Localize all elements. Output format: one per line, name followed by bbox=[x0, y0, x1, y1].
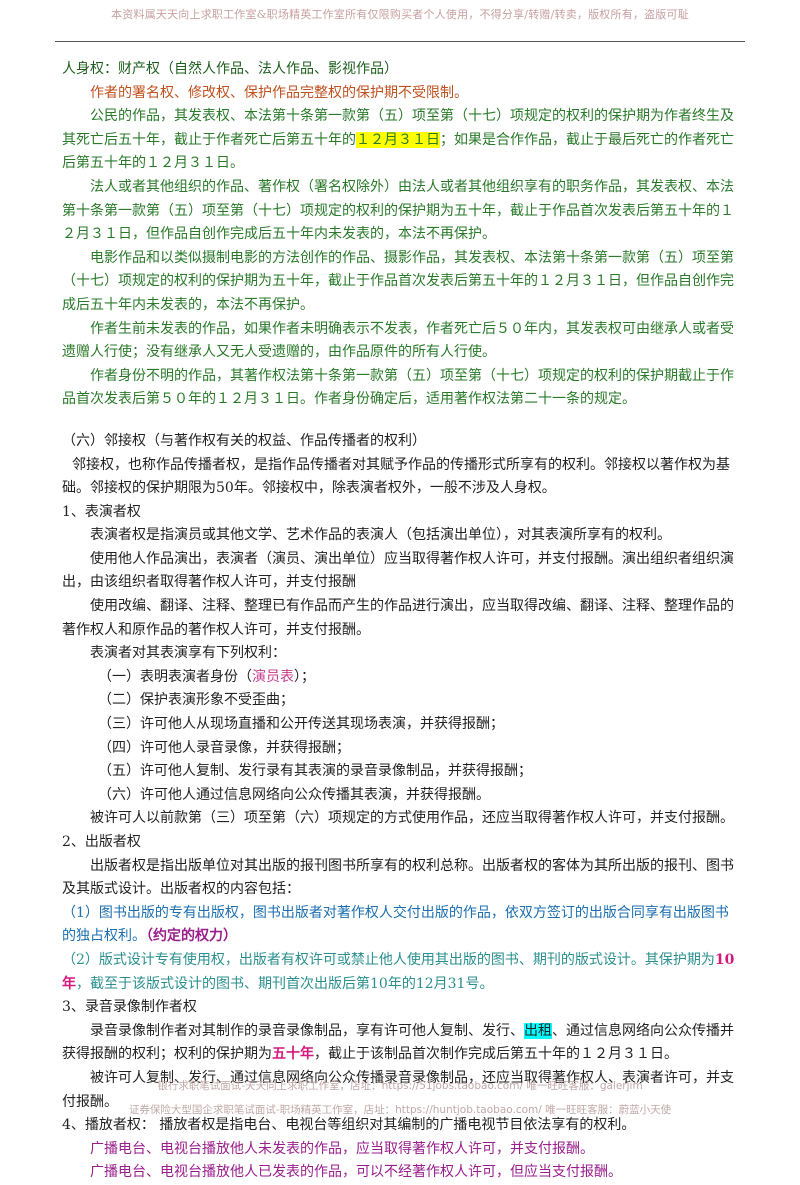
list-item: （二）保护表演形象不受歪曲； bbox=[98, 692, 294, 709]
paragraph: 表演者权是指演员或其他文学、艺术作品的表演人（包括演出单位），对其表演所享有的权… bbox=[90, 527, 671, 544]
paragraph: 作者身份不明的作品，其著作权法第十条第一款第（五）项至第（十七）项规定的权利的保… bbox=[62, 367, 734, 408]
text-run: 10年 bbox=[62, 951, 735, 992]
paragraph: 广播电台、电视台播放他人已发表的作品，可以不经著作权人许可，但应当支付报酬。 bbox=[90, 1164, 622, 1181]
text-run: 、通过信息网络向公众传播并获得报酬的权利；权利的保护期为 bbox=[62, 1022, 734, 1063]
text-run: （2）版式设计专有使用权，出版者有权许可或禁止他人使用其出版的图书、期刊的版式设… bbox=[62, 951, 715, 968]
paragraph: 法人或者其他组织的作品、著作权（署名权除外）由法人或者其他组织享有的职务作品，其… bbox=[62, 178, 734, 243]
list-item: （三）许可他人从现场直播和公开传送其现场表演，并获得报酬； bbox=[98, 716, 504, 733]
list-item: （六）许可他人通过信息网络向公众传播其表演，并获得报酬。 bbox=[98, 786, 490, 803]
paragraph: 作者的署名权、修改权、保护作品完整权的保护期不受限制。 bbox=[90, 84, 468, 101]
text-run: ）； bbox=[294, 668, 315, 685]
text-run: （一）表明表演者身份（ bbox=[98, 668, 252, 685]
text-run: ，截止于该制品首次制作完成后第五十年的１２月３１日。 bbox=[314, 1046, 678, 1063]
paragraph: 被许可人复制、发行、通过信息网络向公众传播录音录像制品，还应当取得著作权人、表演… bbox=[62, 1069, 734, 1110]
paragraph: 广播电台、电视台播放他人未发表的作品，应当取得著作权人许可，并支付报酬。 bbox=[90, 1140, 594, 1157]
paragraph: 公民的作品，其发表权、本法第十条第一款第（五）项至第（十七）项规定的权利的保护期… bbox=[62, 105, 742, 176]
header-divider bbox=[55, 41, 745, 42]
text-run: 公民的作品，其发表权、本法第十条第一款第（五）项至第（十七）项规定的权利的保护期… bbox=[62, 108, 734, 148]
paragraph: 表演者对其表演享有下列权利： bbox=[90, 645, 286, 662]
paragraph: 使用改编、翻译、注释、整理已有作品而产生的作品进行演出，应当取得改编、翻译、注释… bbox=[62, 598, 734, 638]
text-run: 录音录像制作者对其制作的录音录像制品，享有许可他人复制、发行、 bbox=[90, 1022, 524, 1039]
highlighted-date: １２月３１日 bbox=[356, 131, 440, 148]
text-run: （1）图书出版的专有出版权，图书出版者对著作权人交付出版的作品，依双方签订的出版… bbox=[62, 904, 729, 945]
text-run: ，截至于该版式设计的图书、期刊首次出版后第10年的12月31号。 bbox=[76, 975, 494, 992]
paragraph: 录音录像制作者对其制作的录音录像制品，享有许可他人复制、发行、出租、通过信息网络… bbox=[62, 1020, 742, 1067]
footer-line-1: 银行求职笔试面试-天天向上求职工作室，店址：https://51jobs.tao… bbox=[157, 1080, 643, 1092]
paragraph: 人身权：财产权（自然人作品、法人作品、影视作品） bbox=[62, 61, 398, 77]
section-heading: （六）邻接权（与著作权有关的权益、作品传播者的权利） bbox=[62, 432, 426, 449]
page-header-notice: 本资料属天天向上求职工作室&职场精英工作室所有仅限购买者个人使用，不得分享/转赠… bbox=[111, 8, 689, 21]
document-body: 人身权：财产权（自然人作品、法人作品、影视作品） 作者的署名权、修改权、保护作品… bbox=[62, 58, 742, 1185]
highlighted-term: 出租 bbox=[524, 1022, 552, 1039]
list-item: （四）许可他人录音录像，并获得报酬； bbox=[98, 739, 350, 756]
section-heading: 2、出版者权 bbox=[62, 834, 141, 850]
paragraph: 使用他人作品演出，表演者（演员、演出单位）应当取得著作权人许可，并支付报酬。演出… bbox=[62, 550, 734, 591]
paragraph: 邻接权，也称作品传播者权，是指作品传播者对其赋予作品的传播形式所享有的权利。邻接… bbox=[62, 456, 730, 497]
section-heading: 3、录音录像制作者权 bbox=[62, 999, 197, 1016]
text-run: （约定的权力） bbox=[146, 928, 237, 945]
paragraph: （2）版式设计专有使用权，出版者有权许可或禁止他人使用其出版的图书、期刊的版式设… bbox=[62, 949, 742, 996]
paragraph: 电影作品和以类似摄制电影的方法创作的作品、摄影作品，其发表权、本法第十条第一款第… bbox=[62, 249, 734, 313]
spacer bbox=[62, 412, 742, 430]
section-heading: 4、播放者权： 播放者权是指电台、电视台等组织对其编制的广播电视节目依法享有的权… bbox=[62, 1117, 636, 1134]
text-run: ；如果是合作作品，截止于最后死亡的作者死亡后第五十年的１２月３１日。 bbox=[62, 131, 734, 172]
list-item: （一）表明表演者身份（演员表）； bbox=[62, 666, 742, 690]
paragraph: 被许可人以前款第（三）项至第（六）项规定的方式使用作品，还应当取得著作权人许可，… bbox=[90, 810, 734, 827]
footer-line-2: 证券保险大型国企求职笔试面试-职场精英工作室，店址：https://huntjo… bbox=[128, 1104, 672, 1116]
list-item: （五）许可他人复制、发行录有其表演的录音录像制品，并获得报酬； bbox=[98, 763, 532, 780]
text-run: 五十年 bbox=[272, 1046, 314, 1063]
text-run: 演员表 bbox=[252, 668, 294, 685]
paragraph: 作者生前未发表的作品，如果作者未明确表示不发表，作者死亡后５０年内，其发表权可由… bbox=[62, 320, 734, 361]
paragraph: 出版者权是指出版单位对其出版的报刊图书所享有的权利总称。出版者权的客体为其所出版… bbox=[62, 857, 734, 898]
section-heading: 1、表演者权 bbox=[62, 503, 141, 520]
paragraph: （1）图书出版的专有出版权，图书出版者对著作权人交付出版的作品，依双方签订的出版… bbox=[62, 902, 742, 949]
